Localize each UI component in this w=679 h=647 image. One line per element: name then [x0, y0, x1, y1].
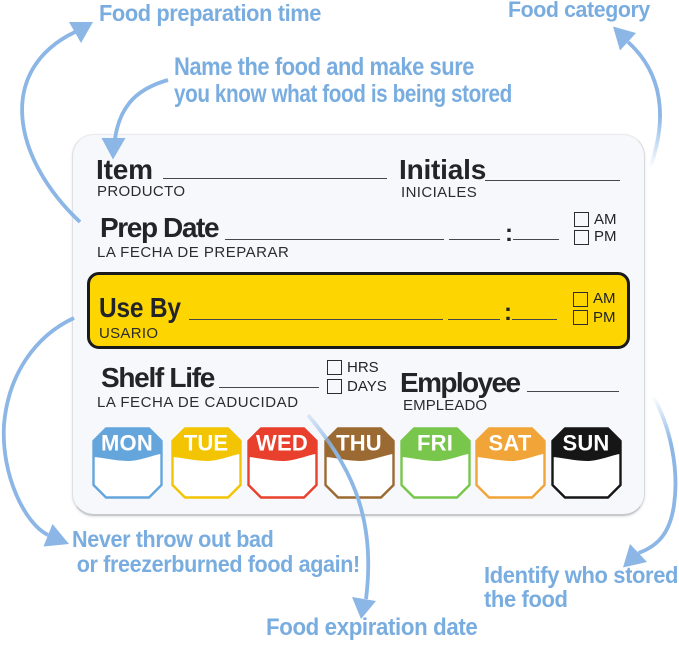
svg-text:FRI: FRI — [417, 431, 453, 456]
svg-text:THU: THU — [336, 431, 382, 456]
svg-text:SAT: SAT — [489, 431, 532, 456]
svg-text:TUE: TUE — [184, 431, 229, 456]
svg-text:SUN: SUN — [562, 431, 609, 456]
svg-text:MON: MON — [101, 431, 153, 456]
svg-text:WED: WED — [256, 431, 308, 456]
